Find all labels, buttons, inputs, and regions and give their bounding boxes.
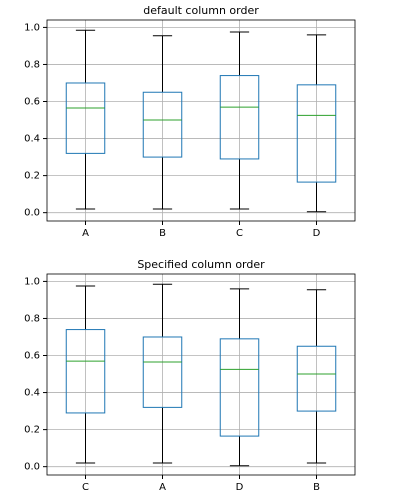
x-tick-label: A: [159, 482, 166, 493]
x-tick-label: B: [313, 482, 320, 493]
x-tick-label: D: [236, 482, 244, 493]
y-tick-label: 0.8: [24, 59, 40, 70]
y-tick-label: 1.0: [24, 276, 40, 287]
x-tick-label: A: [82, 228, 89, 239]
y-tick-label: 0.2: [24, 425, 40, 436]
box: [296, 84, 337, 183]
x-tick-label: D: [313, 228, 321, 239]
box: [142, 91, 183, 158]
box: [65, 82, 106, 154]
y-tick-label: 0.8: [24, 313, 40, 324]
chart-title: default column order: [143, 4, 259, 17]
x-tick-label: C: [82, 482, 89, 493]
box: [65, 329, 106, 414]
chart-title: Specified column order: [137, 258, 265, 271]
y-tick-label: 0.0: [24, 208, 40, 219]
y-tick-label: 0.4: [24, 388, 40, 399]
y-tick-label: 0.2: [24, 171, 40, 182]
y-tick-label: 0.6: [24, 351, 40, 362]
box: [219, 75, 260, 160]
box: [219, 338, 260, 437]
axes-frame: [46, 19, 356, 222]
box: [296, 345, 337, 412]
x-tick-label: C: [236, 228, 243, 239]
y-tick-label: 1.0: [24, 22, 40, 33]
y-tick-label: 0.4: [24, 134, 40, 145]
box: [142, 336, 183, 408]
axes-frame: [46, 273, 356, 476]
y-tick-label: 0.0: [24, 462, 40, 473]
x-tick-label: B: [159, 228, 166, 239]
y-tick-label: 0.6: [24, 97, 40, 108]
